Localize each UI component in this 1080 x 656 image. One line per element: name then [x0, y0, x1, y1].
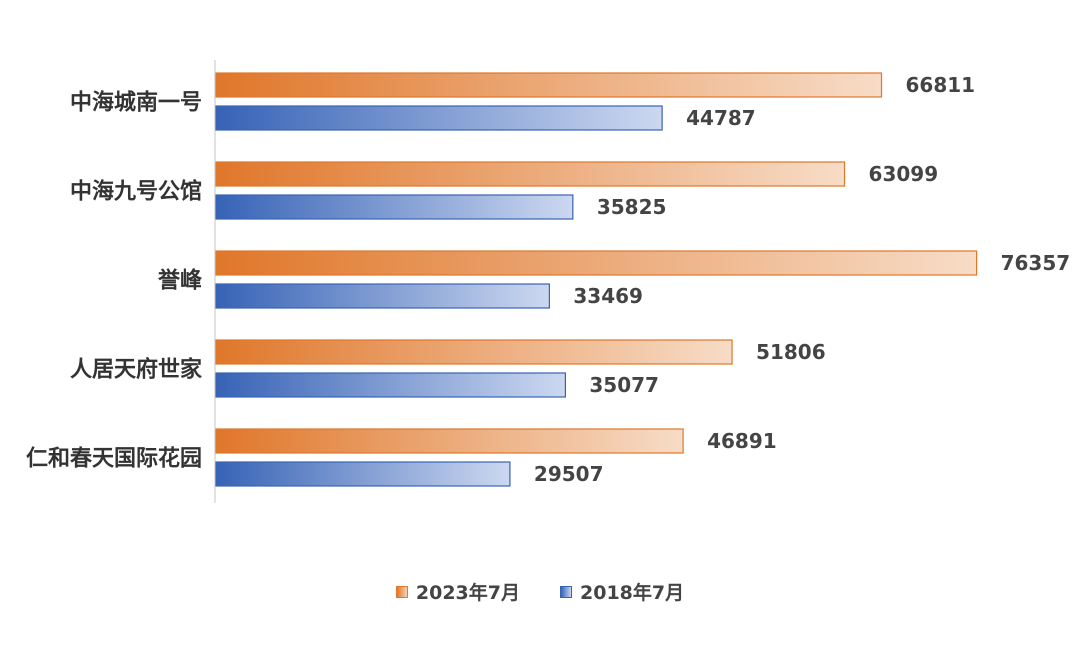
- value-label-2023-3: 51806: [756, 340, 826, 364]
- value-label-2018-0: 44787: [686, 106, 756, 130]
- value-label-2023-1: 63099: [869, 162, 939, 186]
- legend: 2023年7月 2018年7月: [0, 578, 1080, 605]
- legend-swatch-blue: [560, 585, 572, 598]
- bar-2018-2[interactable]: [215, 283, 550, 309]
- bar-2023-2[interactable]: [215, 250, 978, 276]
- legend-item-2023[interactable]: 2023年7月: [395, 578, 520, 605]
- value-label-2023-4: 46891: [707, 429, 777, 453]
- category-label-0: 中海城南一号: [70, 90, 202, 116]
- value-label-2018-4: 29507: [534, 462, 604, 486]
- category-label-3: 人居天府世家: [70, 357, 203, 383]
- value-label-2023-0: 66811: [906, 73, 976, 97]
- bars-group: [215, 72, 978, 487]
- value-label-2023-2: 76357: [1001, 251, 1071, 275]
- legend-item-2018[interactable]: 2018年7月: [560, 578, 684, 605]
- bar-2023-3[interactable]: [215, 339, 733, 365]
- legend-label-2023: 2023年7月: [415, 582, 520, 604]
- bar-2018-1[interactable]: [215, 194, 574, 220]
- value-labels-group: 66811 44787 63099 35825 76357 33469 51806 35077…: [534, 73, 1070, 486]
- legend-label-2018: 2018年7月: [580, 582, 685, 604]
- legend-swatch-orange: [395, 585, 408, 598]
- category-label-4: 仁和春天国际花园: [26, 446, 202, 472]
- value-label-2018-3: 35077: [589, 373, 659, 397]
- value-label-2018-1: 35825: [597, 195, 667, 219]
- category-label-2: 誉峰: [158, 268, 203, 294]
- bar-2018-0[interactable]: [215, 105, 663, 131]
- value-label-2018-2: 33469: [573, 284, 643, 308]
- bar-2023-0[interactable]: [215, 72, 883, 98]
- bar-2023-4[interactable]: [215, 428, 684, 454]
- bar-2018-4[interactable]: [215, 461, 511, 487]
- category-label-1: 中海九号公馆: [70, 179, 202, 205]
- bar-2023-1[interactable]: [215, 161, 846, 187]
- bar-2018-3[interactable]: [215, 372, 567, 398]
